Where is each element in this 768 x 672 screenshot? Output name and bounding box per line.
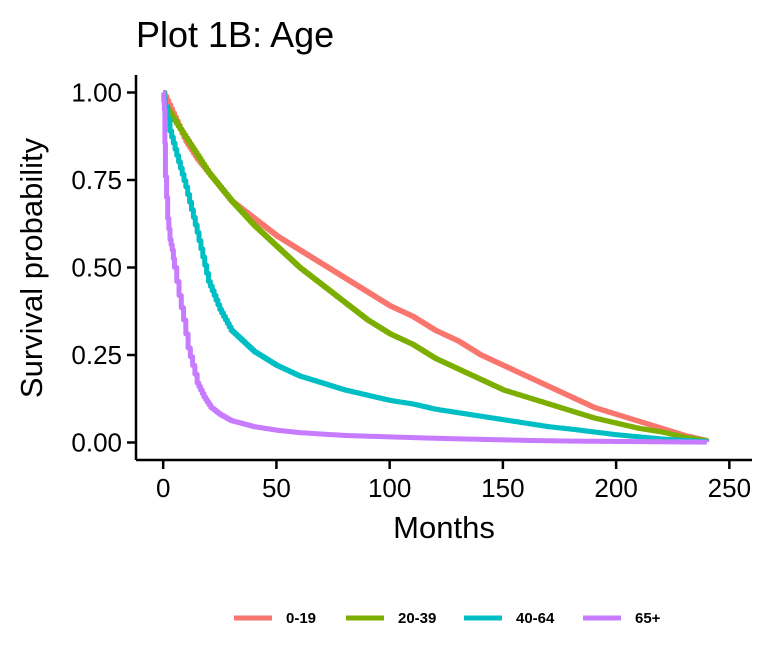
y-tick-label: 1.00 [71, 78, 122, 108]
plot-area: 0 50 100 150 200 250 0.00 0.25 0.50 0.75 1.00 [71, 75, 752, 503]
x-tick-label: 100 [368, 473, 411, 503]
x-tick-label: 50 [262, 473, 291, 503]
series-line-20-39 [161, 90, 710, 443]
y-tick-label: 0.50 [71, 253, 122, 283]
x-axis-title: Months [393, 510, 495, 545]
y-tick-label: 0.00 [71, 428, 122, 458]
series-line-65+ [161, 90, 710, 445]
x-tick-label: 150 [481, 473, 524, 503]
y-tick-label: 0.25 [71, 340, 122, 370]
series-line-40-64 [161, 90, 710, 444]
series-layer [161, 90, 710, 445]
legend-label-0-19: 0-19 [286, 610, 316, 627]
chart-title: Plot 1B: Age [136, 14, 334, 55]
legend-label-65+: 65+ [635, 610, 661, 627]
x-axis-ticks: 0 50 100 150 200 250 [156, 460, 751, 503]
legend-label-40-64: 40-64 [516, 610, 555, 627]
x-tick-label: 250 [708, 473, 751, 503]
series-line-0-19 [162, 90, 710, 443]
y-axis-ticks: 0.00 0.25 0.50 0.75 1.00 [71, 78, 136, 458]
legend: 0-19 20-39 40-64 65+ [234, 610, 661, 627]
x-tick-label: 200 [594, 473, 637, 503]
legend-label-20-39: 20-39 [398, 610, 436, 627]
x-tick-label: 0 [156, 473, 170, 503]
y-tick-label: 0.75 [71, 165, 122, 195]
y-axis-title: Survival probability [14, 137, 49, 398]
